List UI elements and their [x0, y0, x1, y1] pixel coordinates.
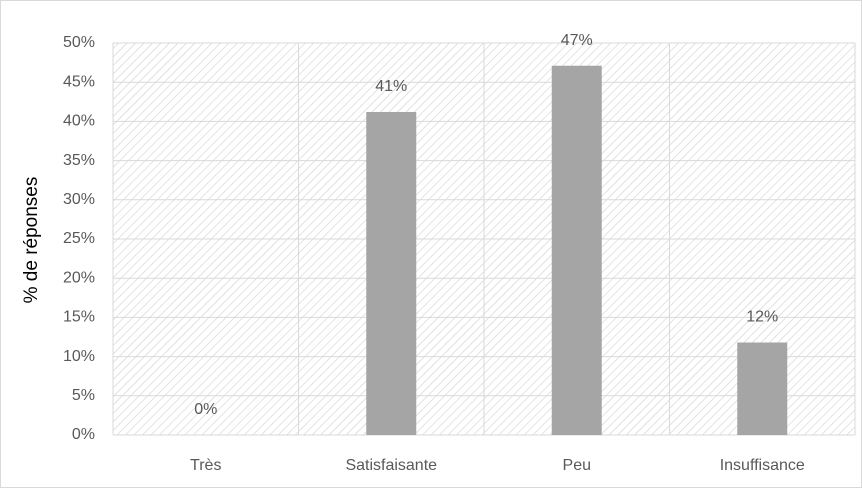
y-tick-label: 0%	[72, 426, 95, 443]
x-tick-label: Peu	[563, 457, 591, 474]
data-label: 41%	[375, 78, 407, 95]
y-tick-label: 20%	[63, 269, 95, 286]
y-tick-label: 5%	[72, 387, 95, 404]
y-tick-label: 50%	[63, 34, 95, 51]
data-label: 47%	[561, 32, 593, 49]
bar	[737, 342, 788, 435]
x-tick-label: Très	[190, 457, 221, 474]
x-tick-label: Satisfaisante	[345, 457, 437, 474]
y-tick-label: 40%	[63, 113, 95, 130]
y-axis-label: % de réponses	[21, 177, 42, 304]
y-tick-label: 10%	[63, 348, 95, 365]
y-tick-label: 25%	[63, 230, 95, 247]
y-tick-label: 45%	[63, 73, 95, 90]
x-tick-label: Insuffisance	[720, 457, 805, 474]
bar	[551, 65, 602, 436]
bar	[366, 111, 417, 435]
data-label: 0%	[194, 401, 217, 418]
data-label: 12%	[746, 309, 778, 326]
y-tick-label: 15%	[63, 309, 95, 326]
y-tick-label: 35%	[63, 152, 95, 169]
y-tick-label: 30%	[63, 191, 95, 208]
